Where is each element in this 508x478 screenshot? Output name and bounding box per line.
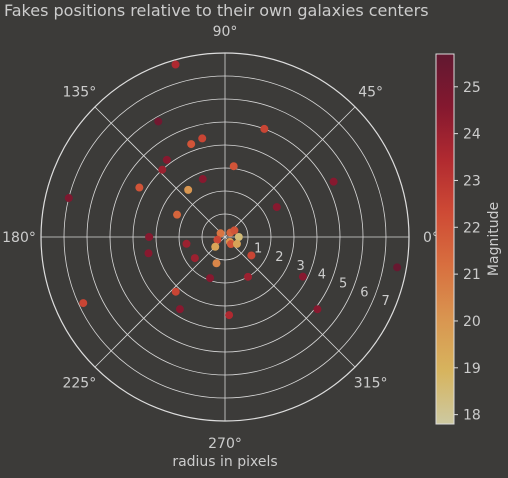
colorbar-label: Magnitude xyxy=(486,202,502,276)
polar-axes xyxy=(40,52,410,422)
angle-tick-label: 270° xyxy=(208,436,242,452)
scatter-point xyxy=(198,134,207,143)
scatter-point xyxy=(206,274,215,283)
angle-gridlines xyxy=(41,53,409,421)
radius-tick-label: 2 xyxy=(275,250,283,265)
scatter-point xyxy=(329,177,338,186)
scatter-point xyxy=(216,229,225,238)
scatter-point xyxy=(226,240,235,249)
scatter-point xyxy=(171,60,180,69)
scatter-point xyxy=(173,210,182,219)
angle-tick-label: 135° xyxy=(62,84,96,100)
scatter-point xyxy=(187,140,196,149)
radius-tick-label: 6 xyxy=(360,285,368,300)
angle-gridline xyxy=(224,236,356,368)
scatter-point xyxy=(145,233,154,241)
radius-tick-label: 3 xyxy=(296,259,304,274)
colorbar-tick-label: 20 xyxy=(463,314,481,330)
scatter-point xyxy=(313,305,322,314)
angle-tick-label: 315° xyxy=(354,376,388,392)
colorbar-tick-label: 24 xyxy=(463,127,481,143)
scatter-point xyxy=(260,124,269,133)
scatter-point xyxy=(244,272,252,281)
angle-tick-label: 90° xyxy=(213,24,238,40)
colorbar-tick-label: 21 xyxy=(463,267,481,283)
angle-gridline xyxy=(94,236,226,368)
scatter-point xyxy=(247,251,256,260)
scatter-point xyxy=(171,287,180,296)
colorbar-tick-label: 25 xyxy=(463,80,481,96)
angle-tick-label: 225° xyxy=(62,376,96,392)
scatter-point xyxy=(184,185,193,194)
radius-tick-label: 5 xyxy=(339,277,347,292)
radius-tick-label: 1 xyxy=(254,241,262,256)
scatter-point xyxy=(393,263,402,272)
scatter-point xyxy=(211,242,220,251)
scatter-point xyxy=(298,272,307,281)
data-points xyxy=(64,60,402,320)
radius-tick-label: 4 xyxy=(318,268,326,283)
scatter-point xyxy=(154,117,163,126)
scatter-point xyxy=(272,203,281,212)
x-axis-label: radius in pixels xyxy=(172,454,277,470)
scatter-point xyxy=(79,299,88,308)
scatter-point xyxy=(229,162,238,171)
scatter-point xyxy=(225,311,234,320)
scatter-point xyxy=(144,249,153,258)
scatter-point xyxy=(213,235,222,244)
angle-tick-labels: 0° 45° 90° 135° 180° 225° 270° 315° xyxy=(2,24,439,452)
chart-title: Fakes positions relative to their own ga… xyxy=(4,1,429,20)
scatter-point xyxy=(212,259,221,268)
colorbar-ticks: 18 19 20 21 22 23 24 25 xyxy=(454,80,481,424)
scatter-point xyxy=(135,183,144,192)
colorbar-gradient xyxy=(435,53,455,425)
scatter-point xyxy=(230,226,239,235)
scatter-point xyxy=(158,165,167,174)
angle-tick-label: 45° xyxy=(358,84,383,100)
angle-tick-label: 180° xyxy=(2,230,36,246)
radius-tick-label: 7 xyxy=(381,294,389,309)
colorbar-tick-label: 18 xyxy=(463,408,481,424)
colorbar-tick-label: 19 xyxy=(463,361,481,377)
scatter-point xyxy=(182,239,191,248)
scatter-point xyxy=(162,155,171,164)
scatter-point xyxy=(232,239,241,248)
colorbar-tick-label: 23 xyxy=(463,173,481,189)
scatter-point xyxy=(234,233,243,241)
colorbar: 18 19 20 21 22 23 24 25 Magnitude xyxy=(435,53,502,425)
angle-tick-label: 0° xyxy=(423,230,439,246)
scatter-point xyxy=(190,254,199,263)
colorbar-tick-label: 22 xyxy=(463,220,481,236)
angle-gridline xyxy=(224,106,356,238)
scatter-point xyxy=(198,175,207,184)
scatter-point xyxy=(64,194,73,203)
scatter-point xyxy=(175,305,184,314)
